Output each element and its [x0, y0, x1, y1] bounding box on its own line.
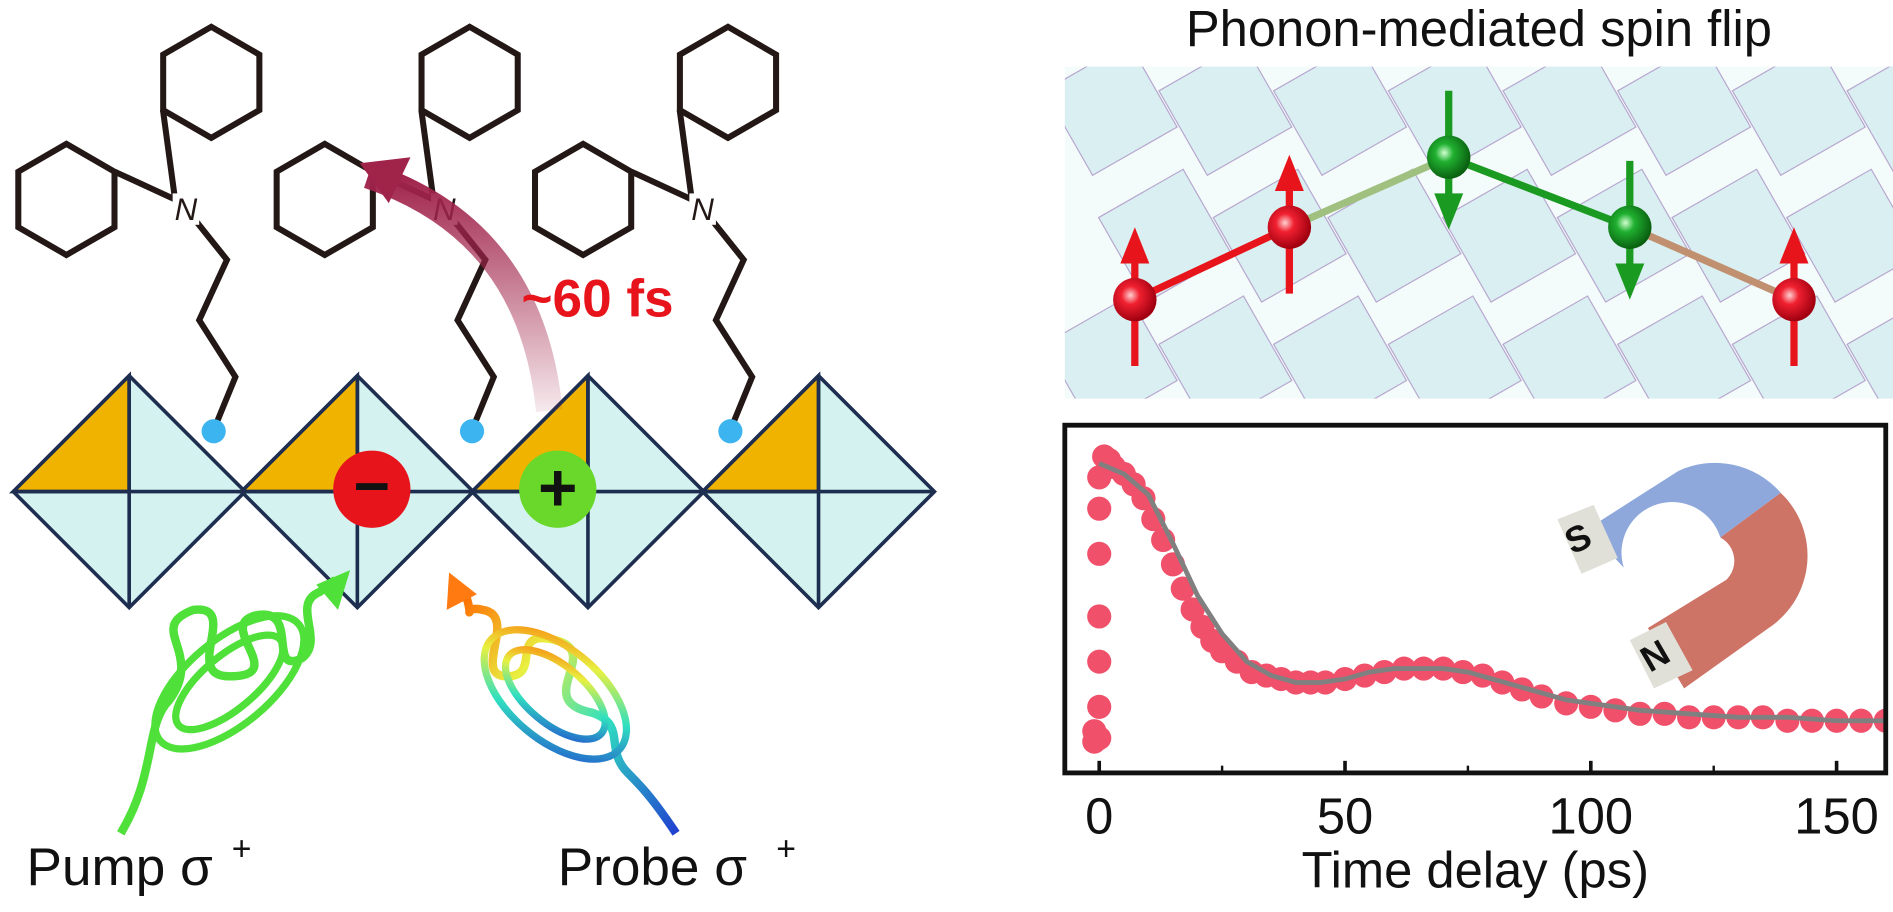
lattice-cell	[1158, 295, 1293, 399]
lattice-cell	[1387, 66, 1522, 177]
lattice-cell	[1731, 66, 1867, 177]
lattice-cell	[1064, 295, 1178, 399]
x-tick-label: 100	[1549, 787, 1634, 844]
lattice-cell	[1387, 295, 1522, 399]
lattice-cell	[1616, 295, 1752, 399]
data-point	[1087, 541, 1112, 566]
lattice-cell	[1785, 168, 1893, 303]
lattice-cell	[1846, 317, 1893, 399]
transfer-arrow	[364, 162, 563, 413]
spin-arrowhead	[1779, 227, 1809, 264]
lattice-cell	[1272, 295, 1408, 399]
fit-line	[1098, 461, 1886, 724]
lattice-cell	[1502, 295, 1637, 399]
lattice	[1064, 66, 1893, 399]
electron	[333, 450, 411, 528]
transfer-arrowhead	[359, 157, 411, 204]
ring	[113, 109, 179, 205]
spin-atom	[1608, 205, 1652, 249]
time-label: ~60 fs	[522, 270, 674, 329]
data-point	[1087, 726, 1112, 751]
bond	[1287, 153, 1451, 231]
octahedron-face	[8, 371, 131, 494]
lattice-cell	[1616, 66, 1752, 177]
anchor	[201, 419, 226, 444]
data-point	[1087, 649, 1112, 674]
plot-frame	[1062, 422, 1889, 776]
ring	[15, 140, 118, 259]
ring	[273, 140, 376, 259]
ring	[676, 23, 780, 142]
data-point	[1087, 496, 1112, 521]
chain	[190, 215, 239, 432]
bond	[1133, 223, 1291, 303]
atom-bg	[172, 193, 200, 225]
x-tick-label: 50	[1317, 787, 1373, 844]
plot-area	[1082, 444, 1886, 754]
spin-arrowhead	[1274, 154, 1304, 192]
data-point	[1775, 708, 1800, 733]
probe-label: Probe σ	[558, 838, 747, 897]
x-tick-label: 150	[1794, 787, 1879, 844]
probe-pulse	[446, 572, 680, 836]
data-point	[1677, 705, 1702, 730]
probe-superscript: +	[776, 830, 796, 868]
panel-title: Phonon-mediated spin flip	[1186, 0, 1772, 57]
atom-label: N	[691, 192, 714, 227]
ring	[531, 140, 635, 259]
spin-atom	[1113, 277, 1157, 322]
lattice-cell	[1846, 66, 1893, 173]
pump-label: Pump σ	[27, 838, 213, 897]
spin-chain	[1113, 90, 1816, 367]
lattice-cell	[1064, 66, 1178, 177]
spin-arrowhead	[1434, 193, 1464, 230]
bond	[1447, 153, 1632, 231]
spin-arrowhead	[1120, 227, 1150, 264]
data-point	[1087, 604, 1112, 629]
lattice-cell	[1671, 168, 1806, 303]
lattice-cell	[1272, 66, 1408, 177]
data-point	[1627, 701, 1653, 726]
spin-atom	[1426, 135, 1471, 179]
anchor	[459, 419, 485, 444]
data-point	[1087, 694, 1112, 719]
spin-atom	[1772, 277, 1816, 322]
electron-sign: −	[354, 451, 391, 521]
bond	[1628, 223, 1796, 303]
ring	[630, 109, 696, 205]
hole-sign: +	[538, 451, 577, 526]
ring	[160, 23, 263, 142]
lattice-cell	[1158, 66, 1293, 177]
molecular-scheme: N N N− +	[8, 23, 937, 611]
atom-label: N	[175, 192, 198, 227]
lattice-cell	[1441, 168, 1577, 303]
data-point	[1131, 486, 1156, 511]
x-axis-label: Time delay (ps)	[1302, 842, 1649, 899]
magnet: S N	[1557, 462, 1808, 689]
anchor	[718, 419, 743, 444]
hole	[519, 450, 597, 528]
atom-bg	[689, 193, 716, 225]
decay-chart: 0 50 100 150 Time delay (ps)	[1062, 422, 1889, 899]
spin-atom	[1267, 205, 1312, 249]
x-tick-label: 0	[1085, 787, 1113, 844]
pump-pulse	[117, 570, 351, 836]
pump-superscript: +	[232, 830, 252, 868]
ring	[418, 23, 521, 142]
spin-arrowhead	[1615, 263, 1645, 300]
lattice-cell	[1502, 66, 1637, 177]
chain	[707, 215, 756, 432]
